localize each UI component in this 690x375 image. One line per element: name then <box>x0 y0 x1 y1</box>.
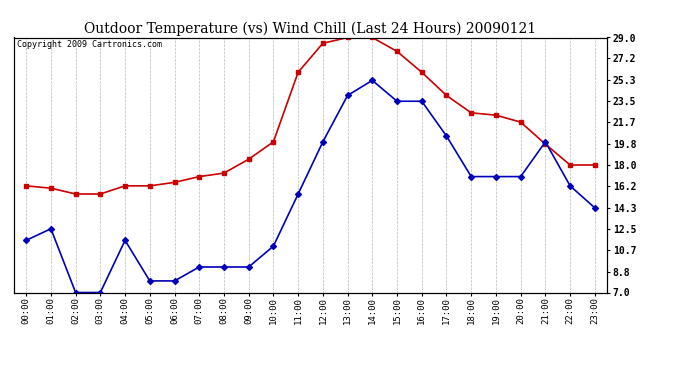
Title: Outdoor Temperature (vs) Wind Chill (Last 24 Hours) 20090121: Outdoor Temperature (vs) Wind Chill (Las… <box>84 22 537 36</box>
Text: Copyright 2009 Cartronics.com: Copyright 2009 Cartronics.com <box>17 40 161 49</box>
